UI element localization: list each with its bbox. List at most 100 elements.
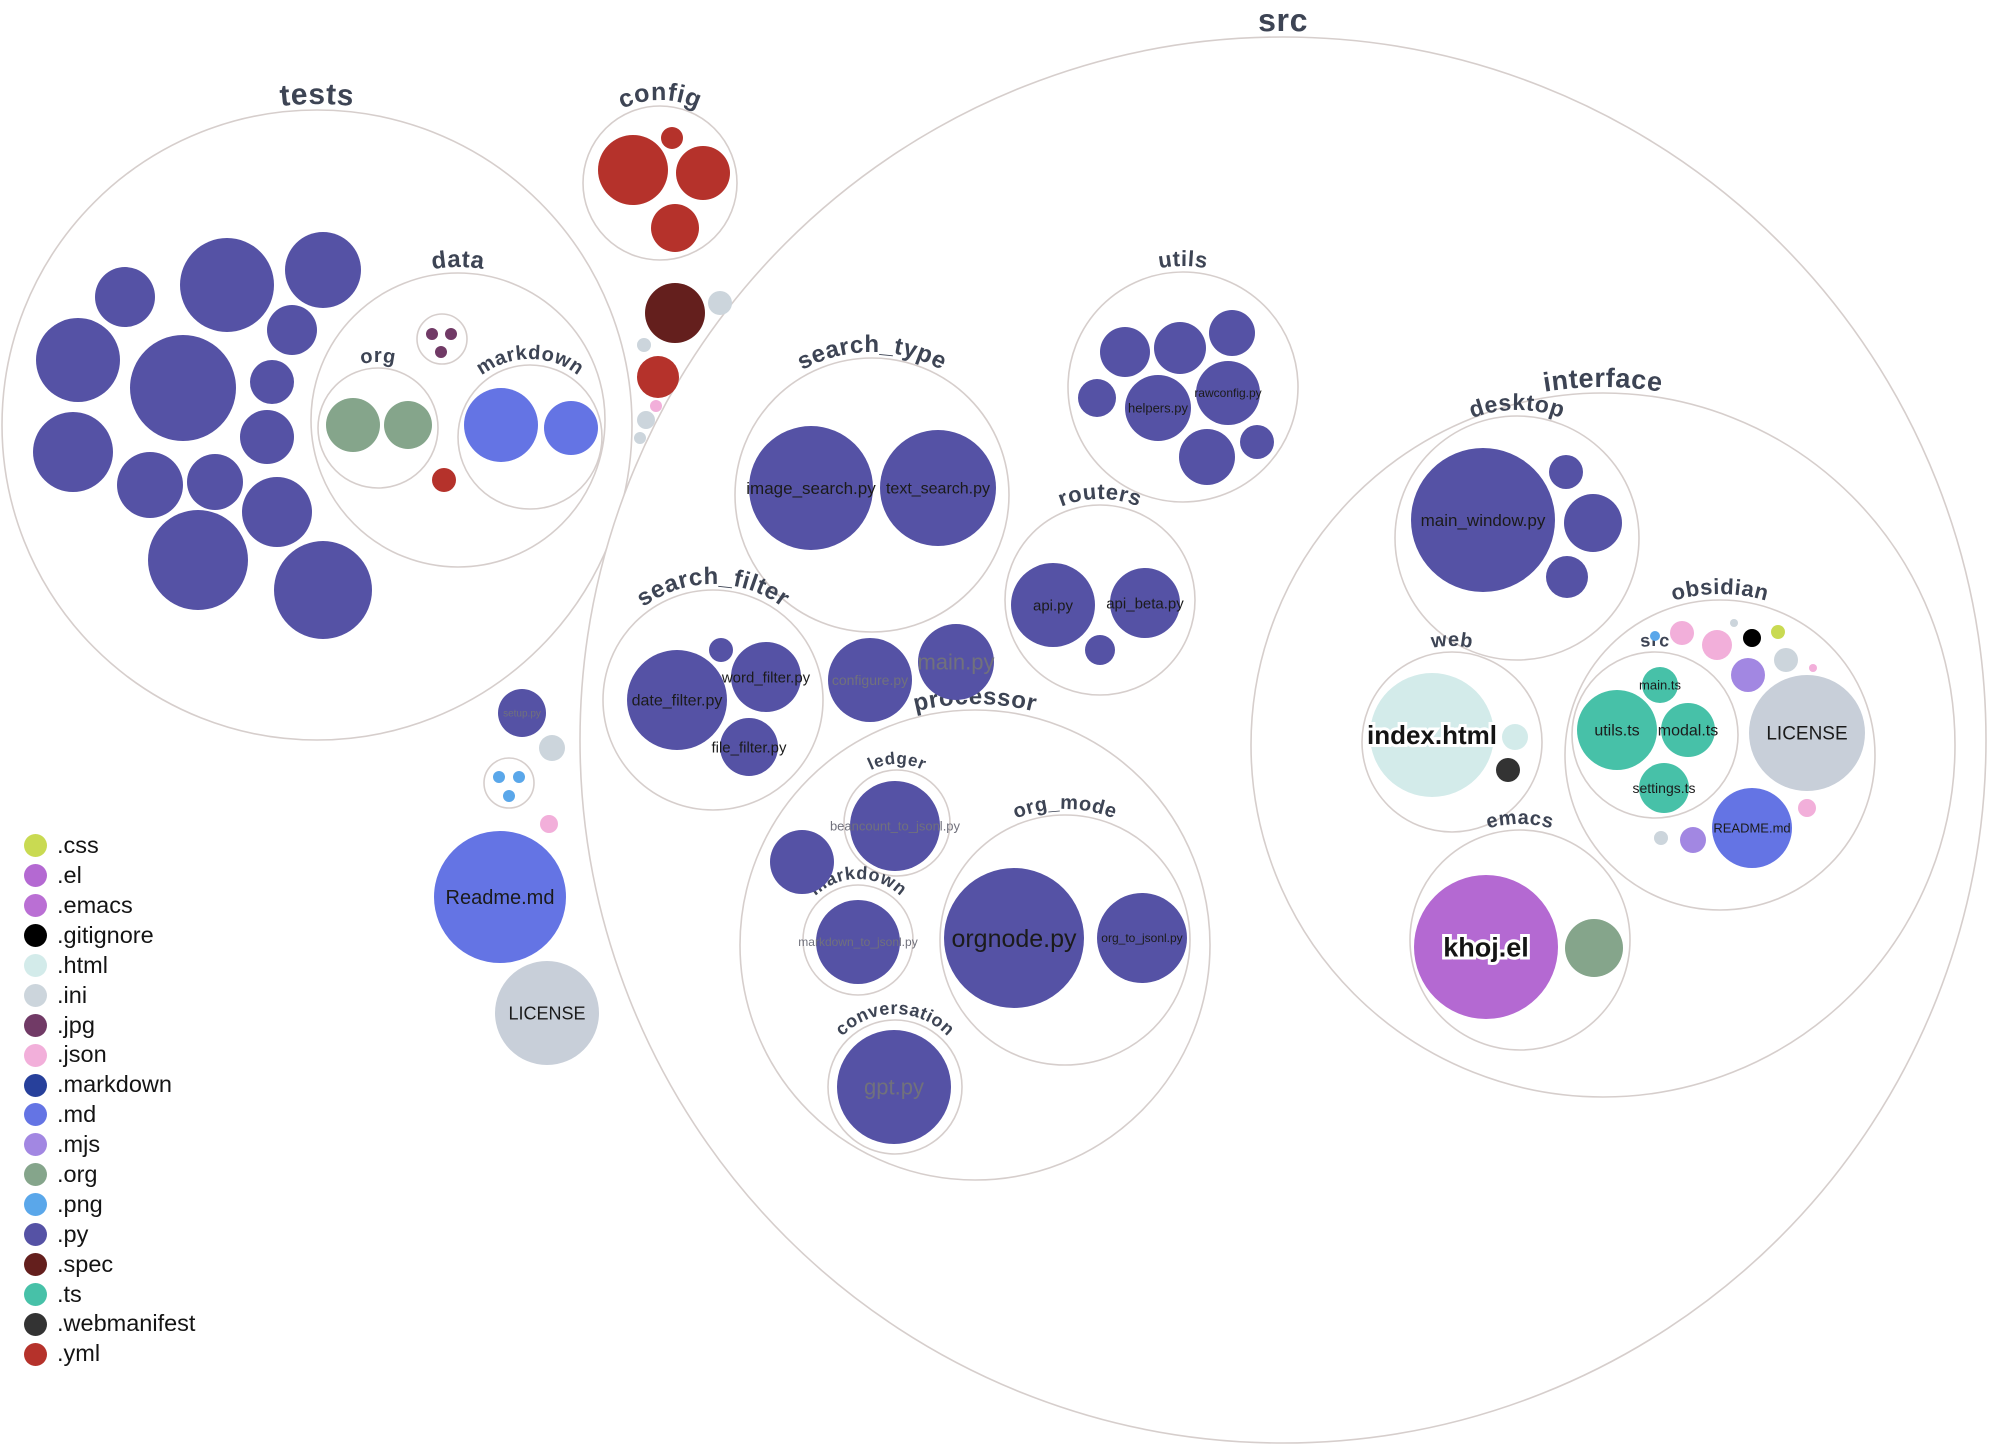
file-circle-LICENSE[interactable] bbox=[495, 961, 599, 1065]
file-circle-.ini-31[interactable] bbox=[637, 411, 655, 429]
file-circle-orgnode.py[interactable] bbox=[944, 868, 1084, 1008]
file-circle-main_window.py[interactable] bbox=[1411, 448, 1555, 592]
file-circle-date_filter.py[interactable] bbox=[627, 650, 727, 750]
file-circle-.jpg-20[interactable] bbox=[426, 328, 438, 340]
file-circle-.yml-17[interactable] bbox=[651, 204, 699, 252]
file-circle-.py-67[interactable] bbox=[1549, 455, 1583, 489]
file-circle-.py-2[interactable] bbox=[285, 232, 361, 308]
file-circle-.json-92[interactable] bbox=[1798, 799, 1816, 817]
file-circle-.jpg-21[interactable] bbox=[445, 328, 457, 340]
file-circle-.jpg-22[interactable] bbox=[435, 346, 447, 358]
file-circle-.py-9[interactable] bbox=[117, 452, 183, 518]
folder-circle-routers[interactable] bbox=[1004, 504, 1196, 696]
legend-item-spec: .spec bbox=[24, 1249, 195, 1279]
file-circle-.py-58[interactable] bbox=[1179, 429, 1235, 485]
file-circle-.yml-25[interactable] bbox=[432, 468, 456, 492]
file-circle-.png-37[interactable] bbox=[503, 790, 515, 802]
file-circle-.py-53[interactable] bbox=[1154, 322, 1206, 374]
file-circle-.py-60[interactable] bbox=[770, 830, 834, 894]
file-circle-.py-59[interactable] bbox=[1240, 425, 1274, 459]
legend-label-py: .py bbox=[57, 1220, 89, 1247]
file-circle-helpers.py[interactable] bbox=[1125, 375, 1191, 441]
file-circle-.ini-32[interactable] bbox=[634, 432, 646, 444]
file-circle-.spec-26[interactable] bbox=[645, 283, 705, 343]
file-circle-.md-23[interactable] bbox=[464, 388, 538, 462]
file-circle-.py-13[interactable] bbox=[274, 541, 372, 639]
file-circle-.ini-90[interactable] bbox=[1654, 831, 1668, 845]
file-circle-.ini-84[interactable] bbox=[1730, 619, 1738, 627]
file-circle-.ini-28[interactable] bbox=[637, 338, 651, 352]
file-circle-.png-36[interactable] bbox=[513, 771, 525, 783]
file-circle-.png-81[interactable] bbox=[1650, 631, 1660, 641]
file-circle-.py-6[interactable] bbox=[250, 360, 294, 404]
file-circle-.py-1[interactable] bbox=[180, 238, 274, 332]
file-circle-.yml-16[interactable] bbox=[676, 146, 730, 200]
file-circle-gpt.py[interactable] bbox=[837, 1030, 951, 1144]
file-circle-api.py[interactable] bbox=[1011, 563, 1095, 647]
file-circle-modal.ts[interactable] bbox=[1661, 703, 1715, 757]
file-circle-.py-11[interactable] bbox=[242, 477, 312, 547]
file-circle-.json-83[interactable] bbox=[1702, 630, 1732, 660]
file-circle-word_filter.py[interactable] bbox=[731, 642, 801, 712]
folder-circle-root-misc[interactable] bbox=[483, 757, 535, 809]
file-circle-.py-55[interactable] bbox=[1078, 379, 1116, 417]
file-circle-LICENSE[interactable] bbox=[1749, 675, 1865, 791]
file-circle-.yml-29[interactable] bbox=[637, 356, 679, 398]
file-circle-configure.py[interactable] bbox=[828, 638, 912, 722]
file-circle-.yml-15[interactable] bbox=[661, 127, 683, 149]
file-circle-.py-8[interactable] bbox=[33, 412, 113, 492]
file-circle-.py-5[interactable] bbox=[130, 335, 236, 441]
file-circle-.py-54[interactable] bbox=[1209, 310, 1255, 356]
file-circle-.css-86[interactable] bbox=[1771, 625, 1785, 639]
file-circle-org_to_jsonl.py[interactable] bbox=[1097, 893, 1187, 983]
file-circle-image_search.py[interactable] bbox=[749, 426, 873, 550]
file-circle-.json-30[interactable] bbox=[650, 400, 662, 412]
file-circle-utils.ts[interactable] bbox=[1577, 690, 1657, 770]
file-circle-.org-18[interactable] bbox=[326, 398, 380, 452]
file-circle-.py-4[interactable] bbox=[36, 318, 120, 402]
file-circle-rawconfig.py[interactable] bbox=[1196, 361, 1260, 425]
file-circle-.png-35[interactable] bbox=[493, 771, 505, 783]
file-circle-.webmanifest-72[interactable] bbox=[1496, 758, 1520, 782]
file-circle-setup.py[interactable] bbox=[498, 689, 546, 737]
file-circle-.py-51[interactable] bbox=[1085, 635, 1115, 665]
file-circle-.py-69[interactable] bbox=[1546, 556, 1588, 598]
file-circle-.gitignore-85[interactable] bbox=[1743, 629, 1761, 647]
file-circle-.mjs-91[interactable] bbox=[1680, 827, 1706, 853]
file-circle-text_search.py[interactable] bbox=[880, 430, 996, 546]
file-circle-.md-24[interactable] bbox=[544, 401, 598, 455]
file-circle-.ini-27[interactable] bbox=[708, 291, 732, 315]
file-circle-file_filter.py[interactable] bbox=[720, 718, 778, 776]
file-circle-Readme.md[interactable] bbox=[434, 831, 566, 963]
file-circle-.ini-34[interactable] bbox=[539, 735, 565, 761]
legend: .css .el .emacs .gitignore .html .ini .jpg .jso… bbox=[24, 831, 195, 1369]
file-circle-.ini-87[interactable] bbox=[1774, 648, 1798, 672]
file-circle-.org-19[interactable] bbox=[384, 401, 432, 449]
file-circle-beancount_to_jsonl.py[interactable] bbox=[850, 781, 940, 871]
file-circle-index.html[interactable] bbox=[1370, 673, 1494, 797]
file-circle-.py-47[interactable] bbox=[709, 638, 733, 662]
file-circle-.py-7[interactable] bbox=[240, 410, 294, 464]
file-circle-README.md[interactable] bbox=[1712, 788, 1792, 868]
file-circle-main.ts[interactable] bbox=[1642, 667, 1678, 703]
file-circle-.yml-14[interactable] bbox=[598, 135, 668, 205]
file-circle-.org-74[interactable] bbox=[1565, 919, 1623, 977]
file-circle-.py-12[interactable] bbox=[148, 510, 248, 610]
file-circle-.py-3[interactable] bbox=[267, 305, 317, 355]
file-circle-settings.ts[interactable] bbox=[1639, 763, 1689, 813]
file-circle-.py-68[interactable] bbox=[1564, 494, 1622, 552]
folder-circle-data-images[interactable] bbox=[416, 313, 468, 365]
file-circle-khoj.el[interactable] bbox=[1414, 875, 1558, 1019]
file-circle-markdown_to_jsonl.py[interactable] bbox=[816, 900, 900, 984]
file-circle-.json-88[interactable] bbox=[1809, 664, 1817, 672]
file-circle-.py-52[interactable] bbox=[1100, 327, 1150, 377]
file-circle-.json-82[interactable] bbox=[1670, 621, 1694, 645]
file-circle-.html-71[interactable] bbox=[1502, 724, 1528, 750]
file-circle-.mjs-89[interactable] bbox=[1731, 658, 1765, 692]
file-label-rawconfig.py: rawconfig.py bbox=[1194, 386, 1261, 400]
file-circle-.py-10[interactable] bbox=[187, 454, 243, 510]
file-circle-.py-0[interactable] bbox=[95, 267, 155, 327]
file-circle-main.py[interactable] bbox=[918, 624, 994, 700]
file-circle-.json-38[interactable] bbox=[540, 815, 558, 833]
file-circle-api_beta.py[interactable] bbox=[1110, 568, 1180, 638]
